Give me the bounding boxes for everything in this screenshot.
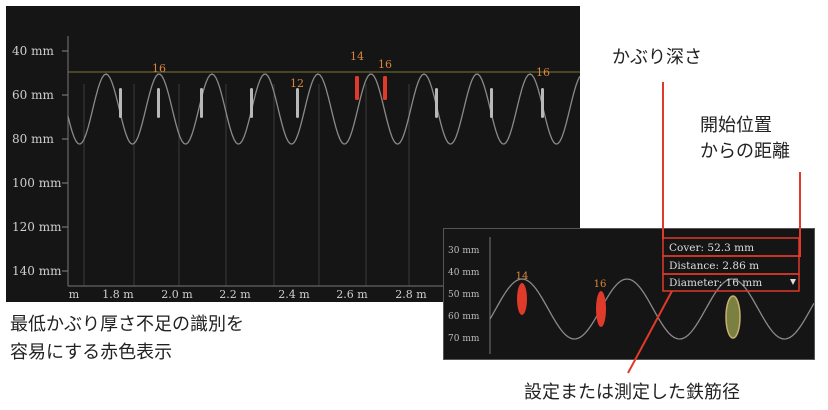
distance-readout: Distance: 2.86 m	[669, 260, 759, 272]
rebar-bar-red	[383, 76, 387, 100]
bar-label-16b: 16	[378, 58, 392, 71]
bar-label-16c: 16	[536, 66, 550, 79]
y-tick-label: 100 mm	[12, 176, 62, 190]
rebar-bar	[200, 88, 203, 118]
red-display-annotation-line1: 最低かぶり厚さ不足の識別を	[10, 314, 244, 335]
x-tick-label: m	[69, 288, 80, 301]
signal-curve	[67, 73, 581, 145]
distance-annotation-line2: からの距離	[700, 141, 790, 162]
rebar-bar	[157, 88, 160, 118]
x-tick-label: 2.8 m	[395, 288, 427, 301]
inset-detail-panel: 30 mm 40 mm 50 mm 60 mm 70 mm 14 16 Cover: 5…	[443, 228, 815, 360]
bar-label-14: 14	[350, 50, 364, 63]
x-tick-label: 2.6 m	[336, 288, 368, 301]
rebar-marker-red-2	[596, 291, 606, 327]
rebar-bar	[490, 88, 493, 118]
y-tick-label: 40 mm	[12, 44, 54, 58]
y-tick-label: 60 mm	[12, 88, 54, 102]
y-tick-label: 120 mm	[12, 220, 62, 234]
diameter-box	[662, 273, 800, 292]
red-display-annotation-line2: 容易にする赤色表示	[10, 342, 173, 363]
inset-y-tick-label: 60 mm	[448, 312, 480, 322]
inset-label-14: 14	[516, 271, 529, 282]
inset-y-tick-label: 30 mm	[448, 246, 480, 256]
diameter-dropdown-icon[interactable]	[790, 279, 796, 285]
inset-y-tick-label: 50 mm	[448, 290, 480, 300]
y-tick-label: 80 mm	[12, 132, 54, 146]
rebar-diameter-annotation: 設定または測定した鉄筋径	[524, 382, 740, 403]
diameter-readout: Diameter: 16 mm	[669, 277, 762, 289]
rebar-bar	[435, 88, 438, 118]
x-tick-label: 2.0 m	[161, 288, 193, 301]
inset-label-16: 16	[594, 279, 607, 290]
rebar-bar	[296, 88, 299, 118]
rebar-bar	[119, 88, 122, 118]
cover-readout: Cover: 52.3 mm	[669, 242, 754, 254]
inset-plot: 30 mm 40 mm 50 mm 60 mm 70 mm 14 16 Cover: 5…	[448, 237, 815, 354]
rebar-bar	[541, 88, 544, 118]
x-tick-label: 1.8 m	[102, 288, 134, 301]
rebar-marker-red-1	[517, 283, 527, 315]
distance-annotation-line1: 開始位置	[700, 115, 772, 136]
rebar-bar-red	[355, 76, 359, 100]
rebar-scan-chart: 40 mm 60 mm 80 mm 100 mm 120 mm 140 mm m 1.8 m…	[6, 6, 581, 302]
rebar-marker-selected[interactable]	[725, 295, 741, 339]
bar-label-16a: 16	[152, 62, 166, 75]
bar-label-12: 12	[290, 77, 304, 90]
rebar-bar	[250, 88, 253, 118]
inset-y-tick-label: 70 mm	[448, 334, 480, 344]
inset-signal-curve	[489, 278, 815, 340]
x-tick-label: 2.2 m	[219, 288, 251, 301]
x-tick-label: 2.4 m	[278, 288, 310, 301]
cover-depth-annotation: かぶり深さ	[612, 47, 702, 68]
y-tick-label: 140 mm	[12, 264, 62, 278]
inset-y-tick-label: 40 mm	[448, 268, 480, 278]
